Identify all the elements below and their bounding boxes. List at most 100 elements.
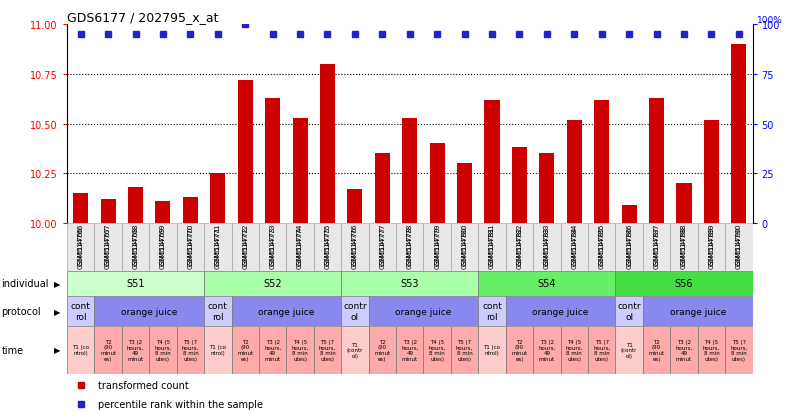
Bar — [485, 100, 500, 223]
Bar — [67, 326, 95, 374]
Text: GSM514787: GSM514787 — [653, 223, 660, 266]
Bar — [429, 144, 444, 223]
Bar — [560, 326, 588, 374]
Bar — [122, 223, 149, 271]
Text: GSM514770: GSM514770 — [188, 226, 193, 268]
Text: T1 (co
ntrol): T1 (co ntrol) — [210, 344, 226, 356]
Bar — [128, 188, 143, 223]
Text: T3 (2
hours,
49
minut: T3 (2 hours, 49 minut — [264, 339, 281, 361]
Bar — [155, 202, 170, 223]
Text: GSM514779: GSM514779 — [434, 223, 440, 266]
Text: GSM514770: GSM514770 — [188, 223, 193, 266]
Text: T5 (7
hours,
8 min
utes): T5 (7 hours, 8 min utes) — [456, 339, 474, 361]
Text: GSM514774: GSM514774 — [297, 223, 303, 266]
Bar — [320, 65, 335, 223]
Text: protocol: protocol — [2, 306, 41, 316]
Text: cont
rol: cont rol — [208, 302, 228, 321]
Text: T5 (7
hours,
8 min
utes): T5 (7 hours, 8 min utes) — [730, 339, 748, 361]
Text: GSM514777: GSM514777 — [379, 226, 385, 268]
Text: GSM514781: GSM514781 — [489, 226, 495, 268]
Text: GSM514788: GSM514788 — [681, 226, 687, 268]
Text: GSM514771: GSM514771 — [215, 223, 221, 266]
Text: T5 (7
hours,
8 min
utes): T5 (7 hours, 8 min utes) — [182, 339, 199, 361]
Bar — [423, 223, 451, 271]
Text: orange juice: orange juice — [396, 307, 452, 316]
Text: orange juice: orange juice — [258, 307, 314, 316]
Bar — [232, 326, 259, 374]
Bar — [615, 271, 753, 297]
Bar — [286, 223, 314, 271]
Bar — [567, 120, 582, 223]
Bar — [697, 223, 725, 271]
Text: GSM514775: GSM514775 — [325, 223, 330, 266]
Text: T4 (5
hours,
8 min
utes): T4 (5 hours, 8 min utes) — [703, 339, 720, 361]
Bar — [649, 99, 664, 223]
Bar — [204, 271, 341, 297]
Text: percentile rank within the sample: percentile rank within the sample — [98, 399, 263, 408]
Bar — [259, 223, 286, 271]
Bar — [396, 223, 423, 271]
Bar — [375, 154, 390, 223]
Bar — [423, 326, 451, 374]
Bar — [369, 297, 478, 326]
Bar — [457, 164, 472, 223]
Text: T1 (co
ntrol): T1 (co ntrol) — [484, 344, 500, 356]
Bar — [478, 297, 506, 326]
Text: GSM514784: GSM514784 — [571, 223, 578, 266]
Bar — [177, 223, 204, 271]
Text: T4 (5
hours,
8 min
utes): T4 (5 hours, 8 min utes) — [154, 339, 172, 361]
Text: GSM514789: GSM514789 — [708, 226, 715, 268]
Text: GSM514773: GSM514773 — [269, 223, 276, 266]
Bar — [292, 119, 307, 223]
Bar — [731, 45, 746, 223]
Bar — [265, 99, 281, 223]
Bar — [341, 297, 369, 326]
Text: GSM514774: GSM514774 — [297, 226, 303, 268]
Bar — [643, 326, 671, 374]
Text: GSM514766: GSM514766 — [78, 226, 84, 268]
Bar — [478, 223, 506, 271]
Bar — [149, 326, 177, 374]
Bar — [341, 271, 478, 297]
Bar — [67, 297, 95, 326]
Bar — [232, 223, 259, 271]
Text: S56: S56 — [675, 279, 693, 289]
Bar — [122, 326, 149, 374]
Bar — [725, 326, 753, 374]
Text: GSM514777: GSM514777 — [379, 223, 385, 266]
Text: S51: S51 — [126, 279, 145, 289]
Text: S53: S53 — [400, 279, 419, 289]
Text: GSM514783: GSM514783 — [544, 226, 550, 268]
Bar — [232, 297, 341, 326]
Text: T1
(contr
ol): T1 (contr ol) — [621, 342, 637, 358]
Bar — [615, 297, 643, 326]
Bar — [204, 297, 232, 326]
Text: GSM514789: GSM514789 — [708, 223, 715, 266]
Bar — [369, 326, 396, 374]
Text: T2
(90
minut
es): T2 (90 minut es) — [511, 339, 527, 361]
Bar — [67, 271, 204, 297]
Bar — [725, 223, 753, 271]
Text: contr
ol: contr ol — [617, 302, 641, 321]
Text: T2
(90
minut
es): T2 (90 minut es) — [100, 339, 116, 361]
Bar — [314, 326, 341, 374]
Text: T1
(contr
ol): T1 (contr ol) — [347, 342, 363, 358]
Bar — [615, 223, 643, 271]
Bar — [676, 184, 692, 223]
Bar — [259, 326, 286, 374]
Bar — [101, 199, 116, 223]
Text: GSM514780: GSM514780 — [462, 226, 467, 268]
Bar — [341, 223, 369, 271]
Text: T3 (2
hours,
49
minut: T3 (2 hours, 49 minut — [675, 339, 693, 361]
Text: T1 (co
ntrol): T1 (co ntrol) — [72, 344, 89, 356]
Text: GDS6177 / 202795_x_at: GDS6177 / 202795_x_at — [67, 11, 218, 24]
Text: transformed count: transformed count — [98, 380, 188, 390]
Text: T2
(90
minut
es): T2 (90 minut es) — [374, 339, 390, 361]
Bar — [704, 120, 719, 223]
Text: GSM514775: GSM514775 — [325, 226, 330, 268]
Text: T3 (2
hours,
49
minut: T3 (2 hours, 49 minut — [401, 339, 418, 361]
Text: GSM514767: GSM514767 — [105, 223, 111, 266]
Bar — [369, 223, 396, 271]
Text: GSM514772: GSM514772 — [242, 226, 248, 268]
Text: T4 (5
hours,
8 min
utes): T4 (5 hours, 8 min utes) — [566, 339, 583, 361]
